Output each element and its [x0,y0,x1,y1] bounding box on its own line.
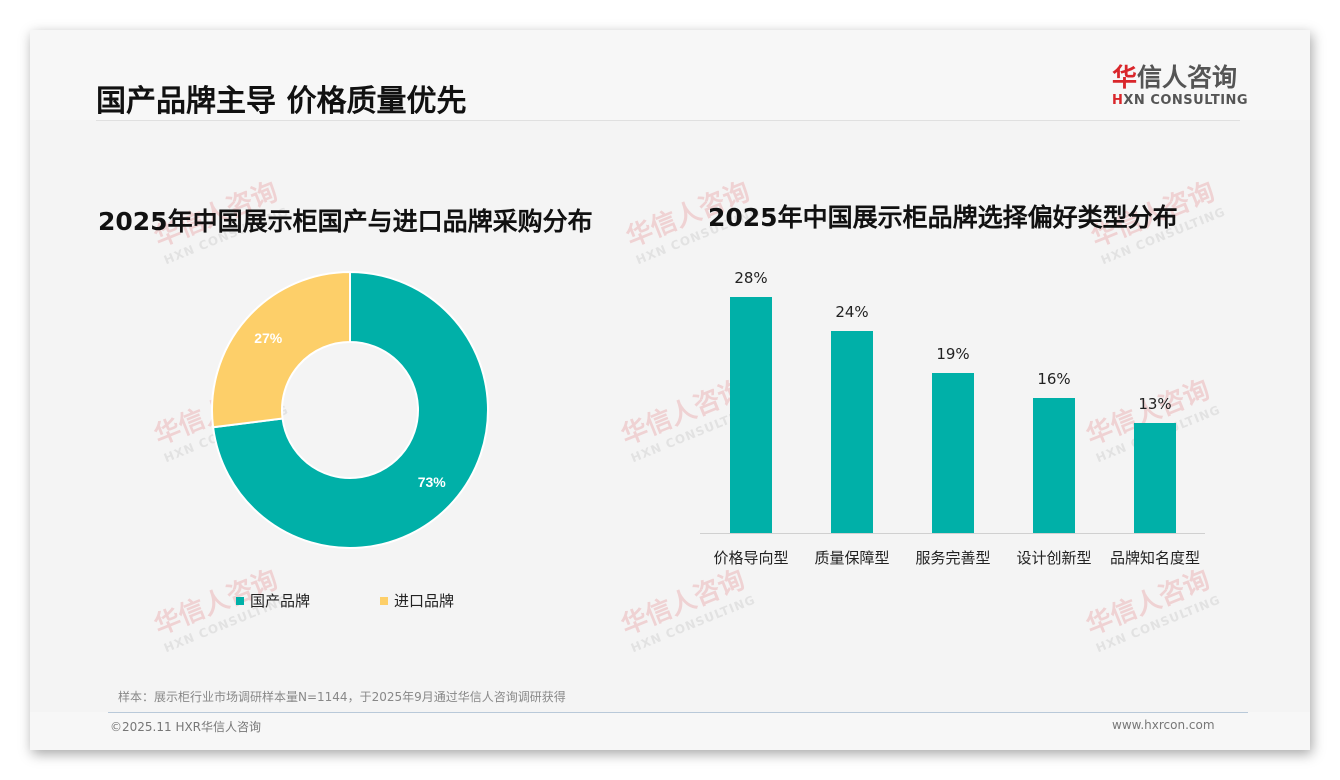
bar-category-label: 价格导向型 [713,549,789,567]
legend-label: 国产品牌 [250,592,311,610]
bar-category-label: 品牌知名度型 [1109,549,1200,567]
header-band [30,30,1310,120]
bar [1033,398,1075,533]
footer-band [30,712,1310,750]
sample-note: 样本：展示柜行业市场调研样本量N=1144，于2025年9月通过华信人咨询调研获… [118,690,566,704]
legend-label: 进口品牌 [394,592,455,610]
donut-slice-domestic [211,270,489,549]
brand-logo: 华信人咨询 HXN CONSULTING [1112,64,1248,109]
donut-slice-label: 27% [254,330,283,346]
donut-slice-import [211,270,351,429]
donut-legend-item-import: 进口品牌 [380,590,454,611]
donut-legend-item-domestic: 国产品牌 [236,590,310,611]
bar-value-label: 24% [835,302,869,321]
bar-category-label: 设计创新型 [1016,549,1092,567]
bar-value-label: 28% [734,268,768,287]
donut-chart: 73% 27% [211,270,489,549]
bar-category-label: 质量保障型 [814,549,890,567]
bar [1134,423,1176,533]
bar [932,372,974,533]
bar-chart: 28% 价格导向型 24% 质量保障型 19% 服务完善型 16% 设计创新型 13% 品牌知名度… [700,260,1205,580]
website-link[interactable]: www.hxrcon.com [1112,718,1215,732]
slide: 国产品牌主导 价格质量优先 华信人咨询 HXN CONSULTING 华信人咨询… [30,30,1310,750]
logo-h-char: H [1112,93,1124,108]
logo-cn-rest: 信人咨询 [1137,63,1238,92]
bar-category-label: 服务完善型 [915,549,991,567]
bar [730,296,772,533]
footer-divider [108,712,1248,713]
legend-swatch-teal [236,596,244,605]
page-title: 国产品牌主导 价格质量优先 [96,84,467,119]
bar [831,330,873,533]
header-divider [96,120,1240,121]
legend-swatch-yellow [380,596,388,605]
x-axis-line [700,533,1205,534]
bar-value-label: 13% [1138,395,1172,414]
logo-hua-char: 华 [1112,63,1138,92]
copyright-text: ©2025.11 HXR华信人咨询 [110,720,262,734]
donut-slice-label: 73% [418,474,447,490]
donut-chart-title: 2025年中国展示柜国产与进口品牌采购分布 [98,207,593,236]
logo-chinese: 华信人咨询 [1112,64,1242,92]
bar-chart-title: 2025年中国展示柜品牌选择偏好类型分布 [708,203,1178,232]
logo-english: HXN CONSULTING [1112,93,1248,108]
logo-en-rest: XN CONSULTING [1123,93,1249,108]
bar-value-label: 19% [936,344,970,363]
bar-value-label: 16% [1037,370,1071,389]
